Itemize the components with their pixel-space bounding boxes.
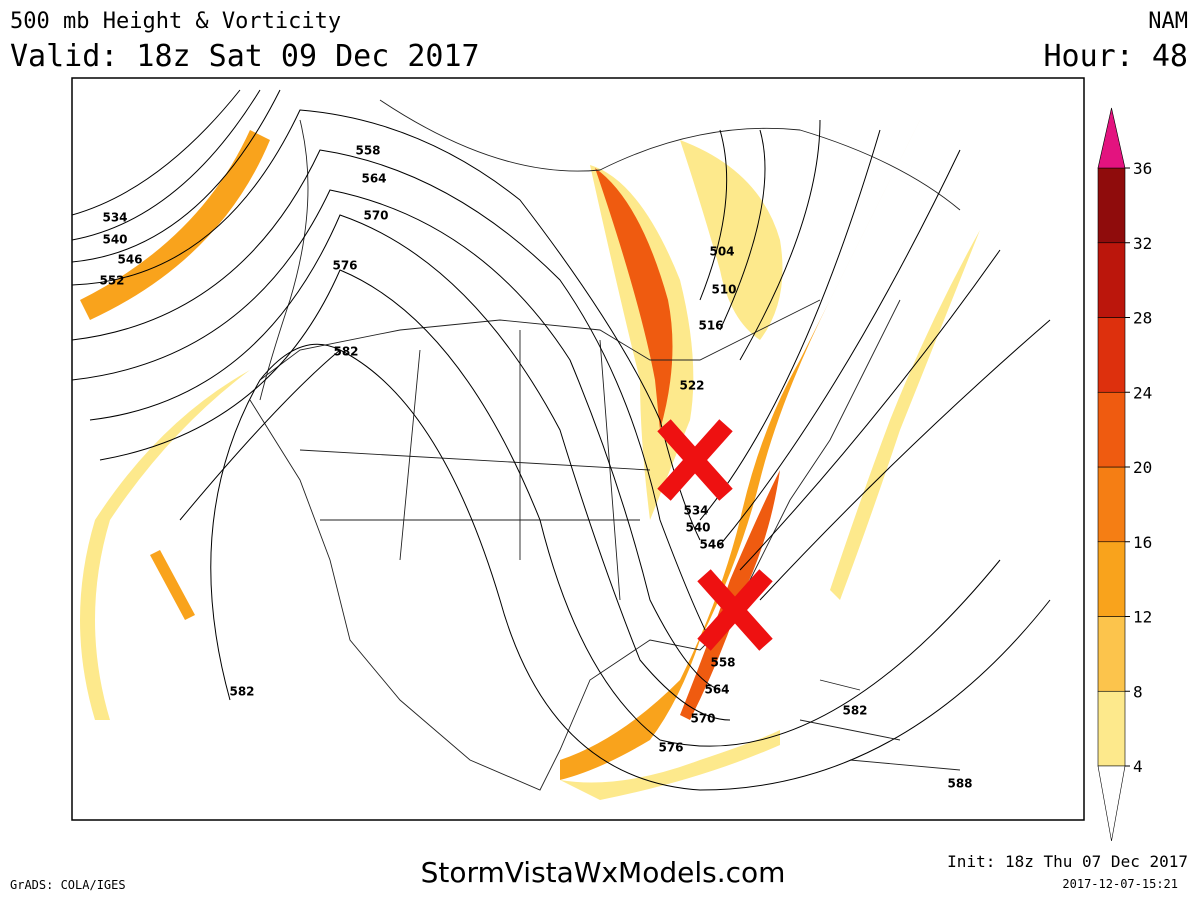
- colorbar-tick-label: 4: [1133, 757, 1143, 776]
- contour-label: 558: [710, 656, 735, 670]
- map-frame: [71, 77, 1085, 821]
- colorbar-segment: [1097, 242, 1126, 318]
- colorbar-segment: [1097, 391, 1126, 468]
- x-marker: [657, 419, 733, 501]
- contour-label: 534: [102, 211, 127, 225]
- contour-label: 510: [711, 283, 736, 297]
- colorbar-tick-label: 24: [1133, 383, 1152, 402]
- contour-label: 570: [363, 209, 388, 223]
- x-marker: [697, 569, 773, 651]
- contour-label: 552: [99, 274, 124, 288]
- contour-label: 582: [333, 345, 358, 359]
- contour-label: 570: [690, 712, 715, 726]
- colorbar-tick-label: 20: [1133, 458, 1152, 477]
- valid-time: Valid: 18z Sat 09 Dec 2017: [10, 39, 480, 74]
- colorbar-over: [1097, 107, 1126, 169]
- map-panel: 534 540 546 552 558 564 570 576 582 582 …: [71, 77, 1085, 821]
- contour-label: 558: [355, 144, 380, 158]
- colorbar-segment: [1097, 616, 1126, 692]
- contour-label: 576: [332, 259, 357, 273]
- colorbar-segment: [1097, 690, 1126, 767]
- forecast-hour: Hour: 48: [1044, 39, 1189, 74]
- colorbar-segment: [1097, 167, 1126, 244]
- colorbar: 4 8 12 16 20 24 28 32 36: [1097, 107, 1152, 842]
- colorbar-tick-label: 28: [1133, 309, 1152, 328]
- timestamp: 2017-12-07-15:21: [1062, 877, 1178, 891]
- colorbar-tick-label: 32: [1133, 234, 1152, 253]
- colorbar-tick-label: 16: [1133, 533, 1152, 552]
- colorbar-tick-label: 36: [1133, 159, 1152, 178]
- software-credit: GrADS: COLA/IGES: [10, 878, 126, 892]
- colorbar-segment: [1097, 317, 1126, 393]
- contour-labels: 534 540 546 552 558 564 570 576 582 582 …: [99, 144, 972, 791]
- contour-label: 516: [698, 319, 723, 333]
- x-markers: [657, 419, 773, 651]
- colorbar-segment: [1097, 541, 1126, 617]
- contour-label: 564: [361, 172, 386, 186]
- map-title: 500 mb Height & Vorticity: [10, 9, 341, 34]
- init-time: Init: 18z Thu 07 Dec 2017: [947, 852, 1188, 871]
- contour-label: 540: [102, 233, 127, 247]
- contour-label: 534: [683, 504, 708, 518]
- site-name: StormVistaWxModels.com: [421, 856, 786, 889]
- colorbar-under: [1097, 765, 1126, 842]
- contour-label: 582: [229, 685, 254, 699]
- contour-label: 522: [679, 379, 704, 393]
- contour-label: 546: [117, 253, 142, 267]
- contour-label: 588: [947, 777, 972, 791]
- vorticity-shading: [80, 120, 980, 800]
- contour-label: 540: [685, 521, 710, 535]
- contour-label: 546: [699, 538, 724, 552]
- contour-label: 582: [842, 704, 867, 718]
- colorbar-tick-label: 8: [1133, 682, 1143, 701]
- colorbar-tick-label: 12: [1133, 608, 1152, 627]
- model-name: NAM: [1148, 9, 1188, 34]
- contour-label: 564: [704, 683, 729, 697]
- colorbar-segment: [1097, 466, 1126, 543]
- geography: [249, 99, 961, 791]
- contour-label: 504: [709, 245, 734, 259]
- contour-label: 576: [658, 741, 683, 755]
